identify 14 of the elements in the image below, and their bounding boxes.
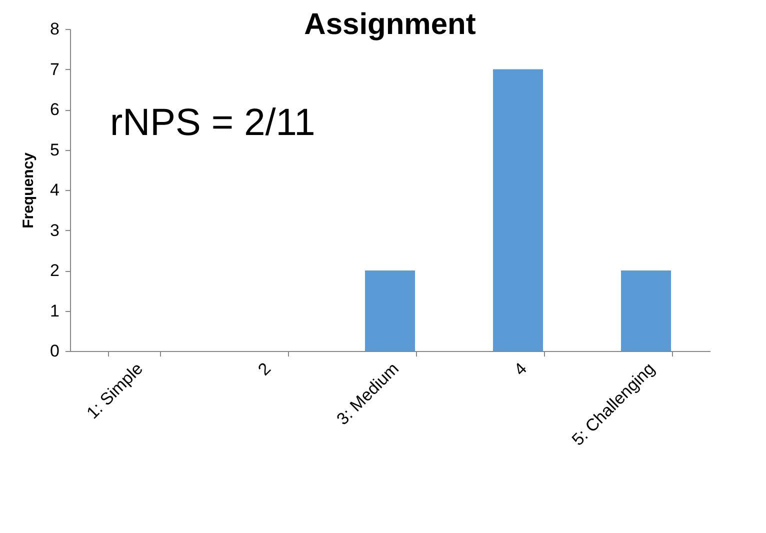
y-tick-label: 5	[50, 140, 60, 160]
y-tick-label: 7	[50, 60, 60, 79]
x-tick-label: 2	[254, 359, 275, 380]
y-tick-label: 2	[50, 261, 60, 280]
y-tick-label: 6	[50, 100, 60, 119]
y-tick-label: 3	[50, 220, 60, 240]
annotation: rNPS = 2/11	[110, 102, 316, 144]
y-tick-label: 0	[50, 342, 60, 360]
x-tick-label: 4	[510, 359, 531, 380]
y-tick-label: 4	[50, 180, 60, 200]
y-tick-label: 8	[50, 20, 60, 38]
y-axis-title: Frequency	[20, 152, 38, 228]
chart-title: Assignment	[304, 8, 476, 41]
y-tick-label: 1	[50, 301, 60, 320]
